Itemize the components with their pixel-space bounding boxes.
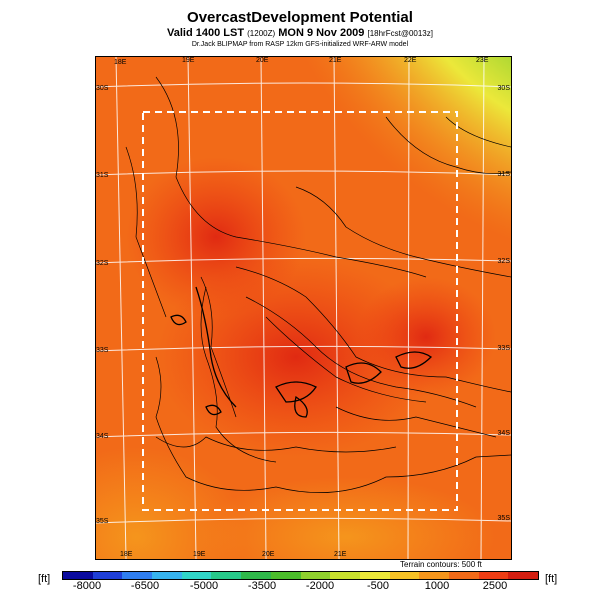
colorbar-swatch xyxy=(508,572,538,579)
colorbar-tick-6: -500 xyxy=(366,580,390,592)
colorbar-swatch xyxy=(359,572,390,579)
colorbar-tick-1: -8000 xyxy=(72,580,102,592)
lon-label-bottom-3: 20E xyxy=(262,551,275,558)
lat-label-left-2: 31S xyxy=(96,172,109,179)
lon-label-bottom-1: 18E xyxy=(120,551,133,558)
colorbar-tick-7: 1000 xyxy=(424,580,450,592)
lat-label-right-3: 32S xyxy=(497,258,510,265)
warm-zone-east xyxy=(356,277,496,397)
colorbar-tick-8: 2500 xyxy=(482,580,508,592)
lat-lon-grid xyxy=(96,57,511,559)
colorbar-tick-4: -3500 xyxy=(247,580,277,592)
lat-label-right-6: 35S xyxy=(497,515,510,522)
lon-label-top-5: 22E xyxy=(404,57,417,64)
colorbar-unit-right: [ft] xyxy=(545,573,558,585)
lon-label-top-3: 20E xyxy=(256,57,269,64)
lat-label-left-1: 30S xyxy=(96,85,109,92)
colorbar-swatch xyxy=(300,572,331,579)
lon-label-top-2: 19E xyxy=(182,57,195,64)
colorbar-swatch xyxy=(181,572,212,579)
colorbar-swatch xyxy=(63,572,93,579)
domain-boundary-box xyxy=(142,111,458,511)
model-credit: Dr.Jack BLIPMAP from RASP 12km GFS-initi… xyxy=(191,41,409,48)
forecast-map: 18E 19E 20E 21E 22E 23E 18E 19E 20E 21E … xyxy=(95,56,512,560)
colorbar xyxy=(62,571,539,580)
colorbar-swatch xyxy=(211,572,242,579)
colorbar-swatch xyxy=(122,572,153,579)
lat-label-right-1: 30S xyxy=(497,85,510,92)
colorbar-swatch xyxy=(270,572,301,579)
colorbar-swatch xyxy=(448,572,479,579)
lon-label-top-1: 18E xyxy=(114,59,127,66)
colorbar-unit-left: [ft] xyxy=(38,573,51,585)
lon-label-bottom-4: 21E xyxy=(334,551,347,558)
colorbar-swatch xyxy=(330,572,360,579)
terrain-contours xyxy=(125,76,511,493)
valid-date: MON 9 Nov 2009 xyxy=(278,27,365,39)
map-title: OvercastDevelopment Potential xyxy=(187,9,413,26)
colorbar-tick-3: -5000 xyxy=(189,580,219,592)
colorbar-tick-5: -2000 xyxy=(305,580,335,592)
lat-label-left-5: 34S xyxy=(96,433,109,440)
colorbar-tick-2: -6500 xyxy=(130,580,160,592)
valid-utc: (1200Z) xyxy=(247,29,276,38)
terrain-contours-bold xyxy=(170,286,433,418)
lat-label-left-3: 32S xyxy=(96,260,109,267)
lat-label-left-4: 33S xyxy=(96,347,109,354)
valid-label: Valid 1400 LST xyxy=(167,27,245,39)
lon-label-top-4: 21E xyxy=(329,57,342,64)
valid-time: Valid 1400 LST (1200Z) MON 9 Nov 2009 [1… xyxy=(0,27,600,39)
colorbar-swatch xyxy=(241,572,271,579)
lat-label-right-4: 33S xyxy=(497,345,510,352)
colorbar-swatch xyxy=(389,572,420,579)
terrain-contour-note: Terrain contours: 500 ft xyxy=(400,560,482,569)
colorbar-swatch xyxy=(419,572,449,579)
forecast-run: [18hrFcst@0013z] xyxy=(367,29,433,38)
colorbar-swatch xyxy=(152,572,182,579)
lat-label-right-5: 34S xyxy=(497,430,510,437)
colorbar-swatch xyxy=(92,572,123,579)
lon-label-top-6: 23E xyxy=(476,57,489,64)
lon-label-bottom-2: 19E xyxy=(193,551,206,558)
warm-zone-west xyxy=(126,157,306,317)
lat-label-left-6: 35S xyxy=(96,518,109,525)
map-field xyxy=(96,57,511,559)
colorbar-swatch xyxy=(478,572,509,579)
lat-label-right-2: 31S xyxy=(497,171,510,178)
